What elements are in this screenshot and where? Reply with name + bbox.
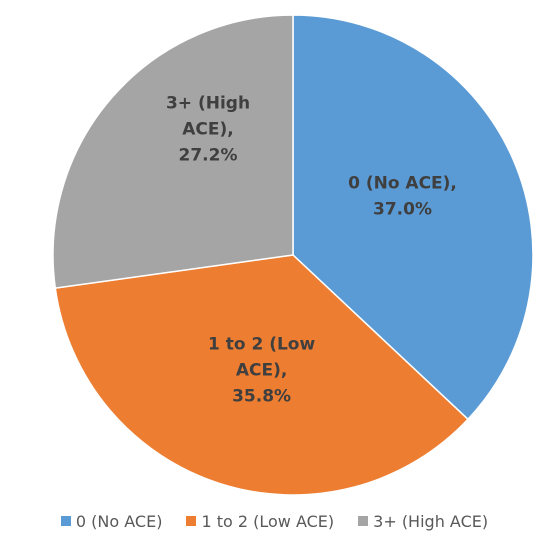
- legend-label-low-ace: 1 to 2 (Low ACE): [201, 511, 335, 531]
- pie-slice-high-ace: [52, 14, 294, 289]
- legend-item-high-ace: 3+ (High ACE): [358, 512, 488, 531]
- pie-plot-area: 0 (No ACE), 37.0% 1 to 2 (Low ACE), 35.8% 3+ …: [52, 14, 534, 496]
- data-label-line: 3+ (High: [166, 94, 250, 114]
- legend-swatch-no-ace: [60, 516, 71, 526]
- data-label-no-ace: 0 (No ACE), 37.0%: [348, 173, 457, 219]
- data-label-high-ace: 3+ (High ACE), 27.2%: [166, 94, 250, 166]
- legend-item-no-ace: 0 (No ACE): [60, 511, 163, 531]
- pie-data-labels: 0 (No ACE), 37.0% 1 to 2 (Low ACE), 35.8% 3+ …: [166, 94, 457, 407]
- data-label-line: 1 to 2 (Low: [208, 334, 315, 354]
- chart-legend: 0 (No ACE) 1 to 2 (Low ACE) 3+ (High ACE…: [0, 508, 549, 534]
- pie-slices: [52, 14, 534, 496]
- pie-slice-no-ace: [292, 14, 534, 421]
- data-label-low-ace: 1 to 2 (Low ACE), 35.8%: [208, 334, 315, 406]
- data-label-line: 35.8%: [232, 386, 291, 406]
- data-label-line: 0 (No ACE),: [348, 173, 457, 193]
- data-label-line: ACE),: [182, 120, 233, 140]
- legend-label-high-ace: 3+ (High ACE): [373, 511, 489, 531]
- data-label-line: 37.0%: [373, 199, 432, 219]
- pie-slice-low-ace: [54, 254, 470, 496]
- data-label-line: 27.2%: [179, 146, 238, 166]
- legend-swatch-low-ace: [186, 516, 197, 526]
- legend-label-no-ace: 0 (No ACE): [75, 511, 163, 531]
- legend-swatch-high-ace: [358, 516, 369, 526]
- legend-item-low-ace: 1 to 2 (Low ACE): [186, 512, 334, 531]
- data-label-line: ACE),: [236, 360, 287, 380]
